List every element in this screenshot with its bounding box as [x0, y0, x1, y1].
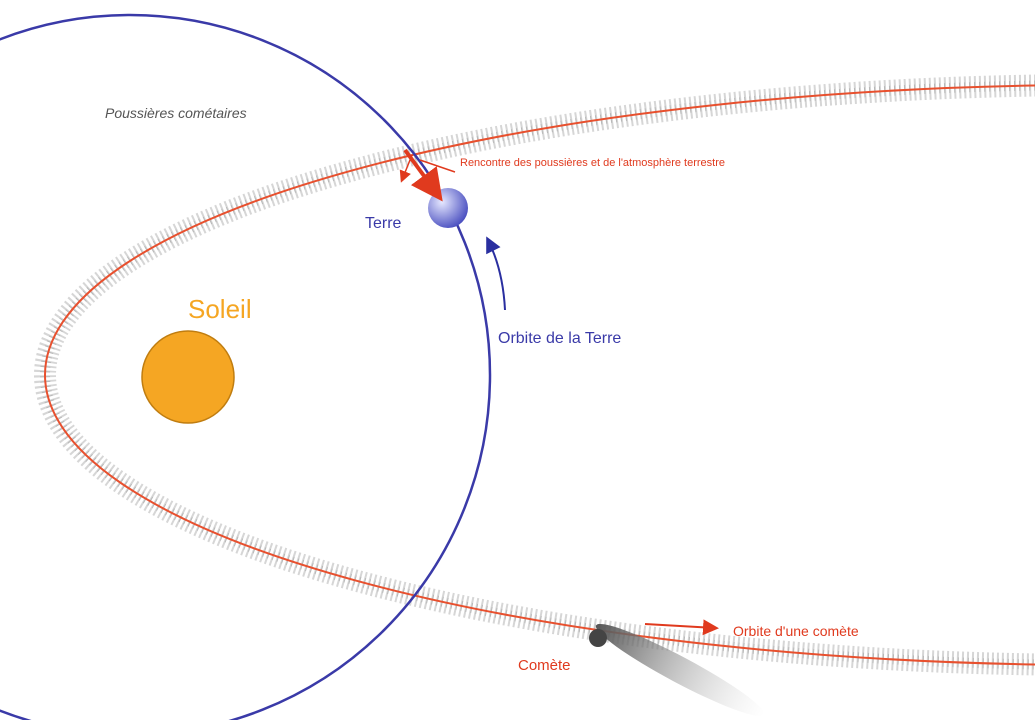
earth-orbit-line — [0, 13, 492, 720]
encounter-label: Rencontre des poussières et de l'atmosph… — [460, 157, 725, 169]
earth-orbit-label: Orbite de la Terre — [498, 330, 621, 347]
sun-label: Soleil — [188, 294, 252, 324]
earth-orbit-arrow — [486, 236, 506, 311]
earth-label: Terre — [365, 215, 402, 232]
earth — [428, 188, 468, 228]
comet-nucleus — [589, 629, 607, 647]
comet-label: Comète — [518, 657, 571, 674]
dust-label: Poussières cométaires — [105, 105, 247, 121]
comet-orbit-arrow — [644, 619, 719, 636]
encounter-arrow — [419, 159, 456, 173]
comet-orbit-line — [44, 84, 1035, 666]
comet-orbit-label: Orbite d'une comète — [733, 623, 859, 639]
comet-tail — [595, 623, 765, 717]
sun — [141, 330, 235, 424]
encounter-arrow — [399, 154, 413, 183]
